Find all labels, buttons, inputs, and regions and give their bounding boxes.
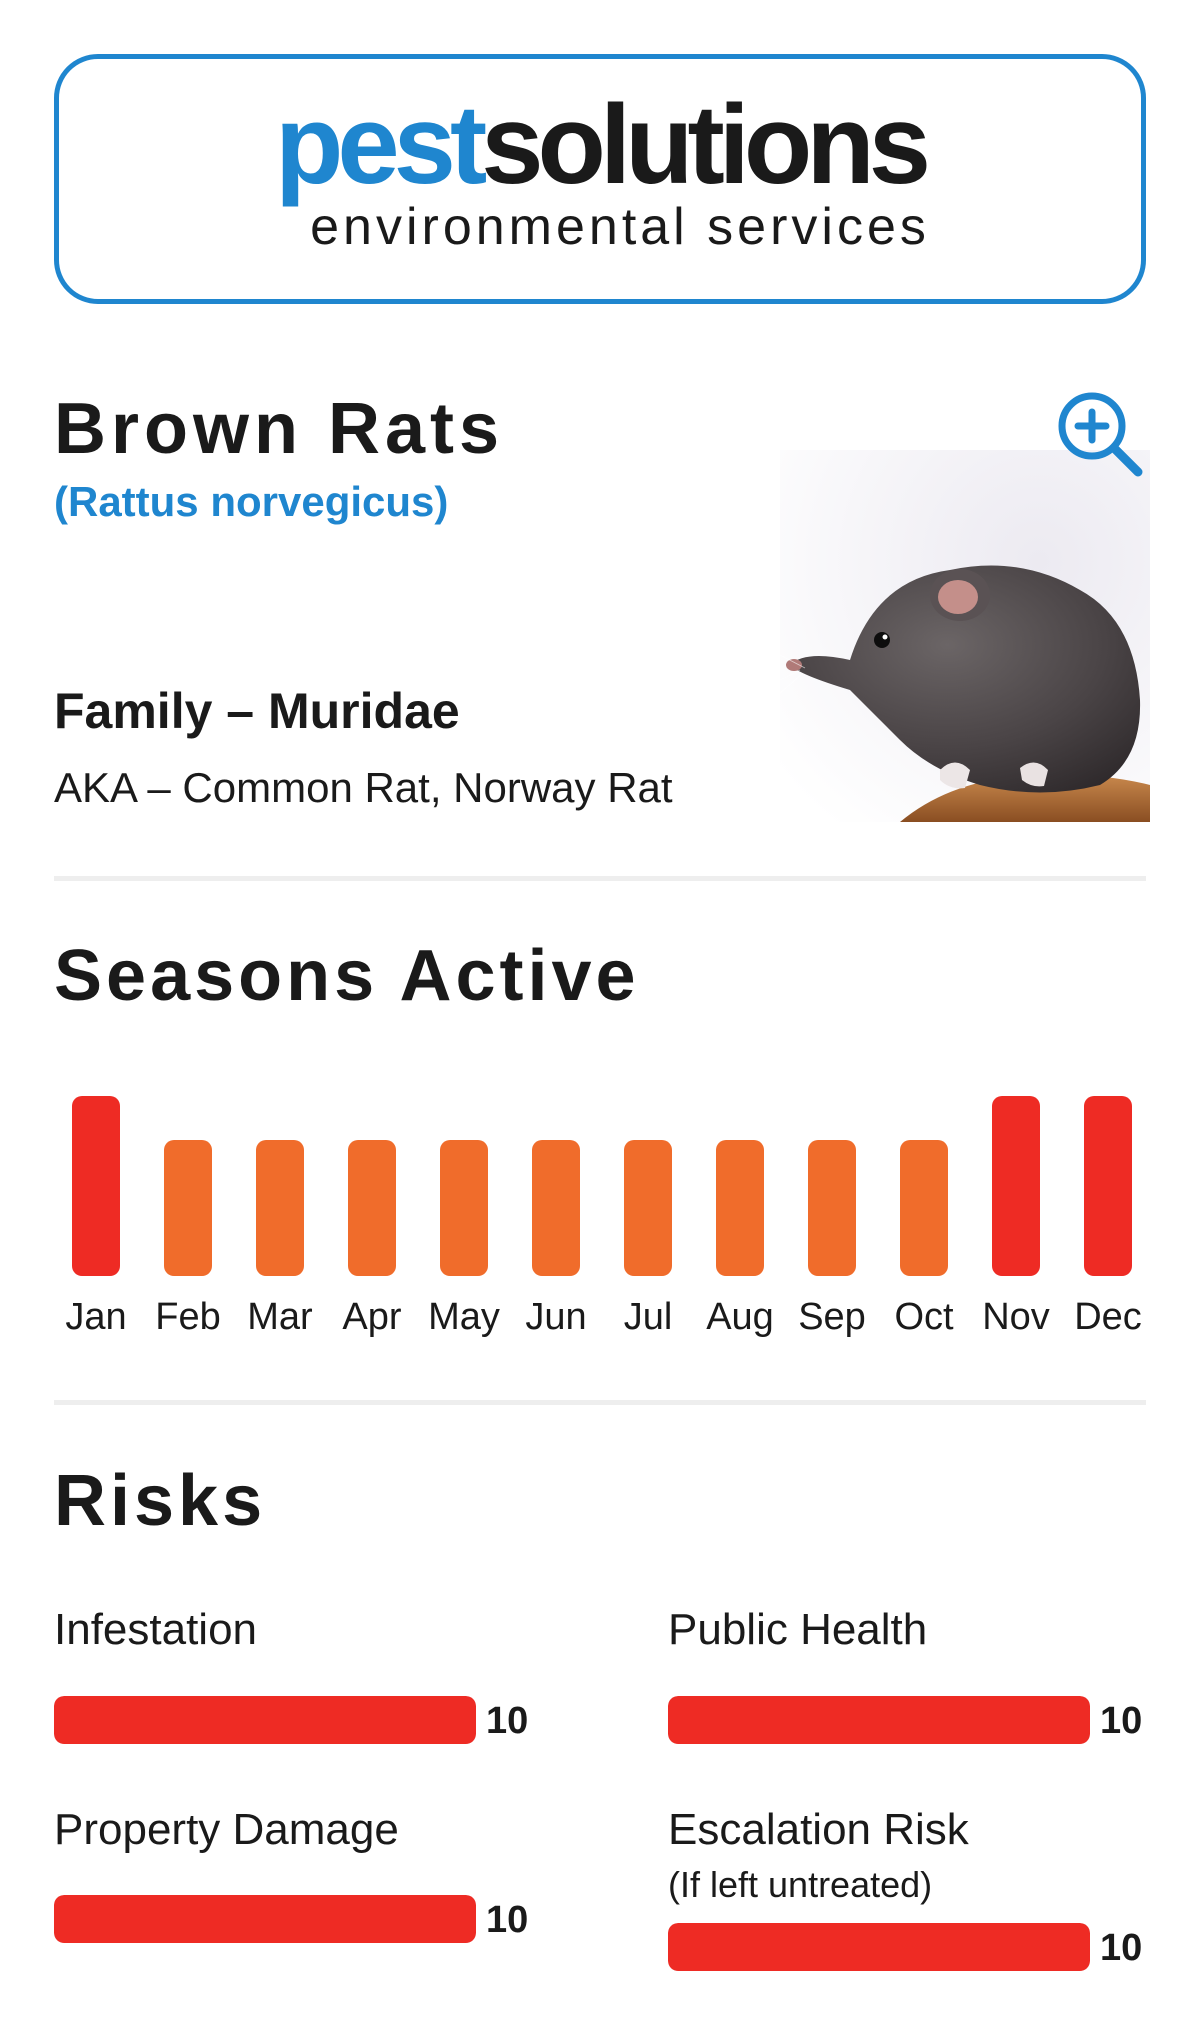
rat-eye-highlight [882,634,888,640]
risk-value-public-health: 10 [1100,1700,1143,1742]
risk-label-infestation: Infestation [54,1605,258,1654]
risk-bar-fill [668,1696,1090,1744]
risk-bar-public-health [668,1696,1090,1744]
logo-pest-text: pest [274,82,487,207]
season-bar-sep [808,1140,856,1276]
brown-rat-photo [780,450,1150,822]
logo-wordmark: pestsolutions [275,89,931,201]
season-bar-mar [256,1140,304,1276]
season-bar-jun [532,1140,580,1276]
risk-bar-escalation-risk [668,1923,1090,1971]
pest-title: Brown Rats [54,389,505,469]
risk-bar-infestation [54,1696,476,1744]
risk-label-property-damage: Property Damage [54,1805,399,1854]
rat-hind-paw [1020,762,1048,787]
risk-value-property-damage: 10 [486,1899,529,1941]
risks-title: Risks [54,1461,267,1541]
month-label-mar: Mar [247,1296,313,1338]
season-bar-oct [900,1140,948,1276]
season-bar-aug [716,1140,764,1276]
pest-family: Family – Muridae [54,683,460,739]
season-bar-apr [348,1140,396,1276]
risk-bar-property-damage [54,1895,476,1943]
risk-note-escalation: (If left untreated) [668,1864,933,1905]
month-label-feb: Feb [155,1296,221,1338]
seasons-chart [72,1096,1132,1276]
company-logo: pestsolutions environmental services [54,54,1146,304]
season-bar-may [440,1140,488,1276]
risk-bar-fill [668,1923,1090,1971]
section-divider [54,876,1146,881]
month-label-oct: Oct [894,1296,954,1338]
risk-value-escalation-risk: 10 [1100,1927,1143,1969]
rat-ear-inner [938,580,978,614]
risk-label-escalation-risk: Escalation Risk [668,1805,969,1854]
zoom-in-icon[interactable] [1054,388,1144,478]
month-label-apr: Apr [342,1296,402,1338]
logo-tagline: environmental services [310,198,930,256]
logo-solutions-text: solutions [481,82,931,207]
month-label-may: May [428,1296,500,1338]
season-bar-jan [72,1096,120,1276]
rat-eye [874,632,890,648]
season-bar-jul [624,1140,672,1276]
month-label-dec: Dec [1074,1296,1142,1338]
month-label-jan: Jan [65,1296,127,1338]
risk-value-infestation: 10 [486,1700,529,1742]
season-bar-dec [1084,1096,1132,1276]
pest-aka: AKA – Common Rat, Norway Rat [54,764,673,811]
month-label-aug: Aug [706,1296,774,1338]
rat-front-paw [940,762,970,789]
season-bar-feb [164,1140,212,1276]
risk-bar-fill [54,1895,476,1943]
season-bar-nov [992,1096,1040,1276]
month-label-jul: Jul [623,1296,673,1338]
rat-nose [786,659,802,671]
risk-label-public-health: Public Health [668,1605,928,1654]
risk-bar-fill [54,1696,476,1744]
pest-scientific-name: (Rattus norvegicus) [54,478,449,525]
rat-body [790,565,1141,793]
seasons-active-title: Seasons Active [54,936,640,1016]
section-divider [54,1400,1146,1405]
month-label-sep: Sep [798,1296,866,1338]
month-label-nov: Nov [982,1296,1050,1338]
month-label-jun: Jun [525,1296,587,1338]
